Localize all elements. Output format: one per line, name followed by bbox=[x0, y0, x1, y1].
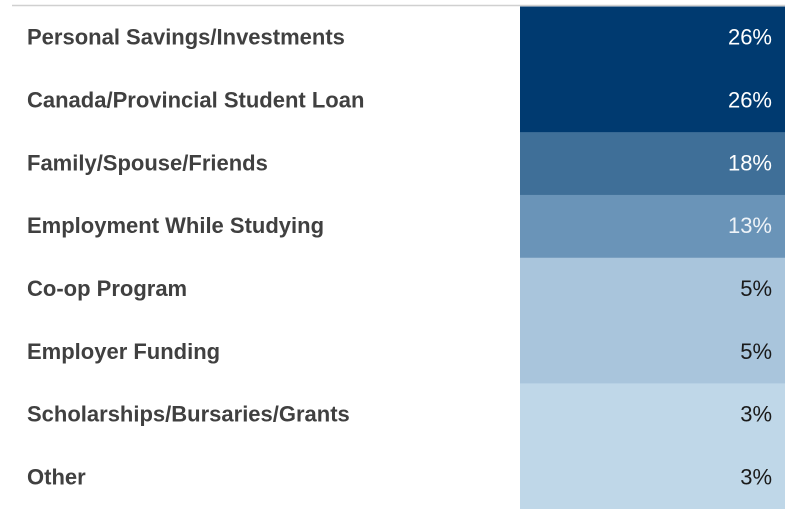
row-label: Family/Spouse/Friends bbox=[27, 150, 268, 175]
row-label: Employer Funding bbox=[27, 339, 220, 364]
value-cell bbox=[520, 6, 785, 70]
value-cell bbox=[520, 69, 785, 133]
value-label: 5% bbox=[740, 339, 772, 364]
row-label: Other bbox=[27, 464, 86, 489]
value-label: 5% bbox=[740, 276, 772, 301]
value-label: 26% bbox=[728, 88, 772, 113]
value-label: 3% bbox=[740, 464, 772, 489]
value-cell bbox=[520, 383, 785, 447]
value-cell bbox=[520, 194, 785, 259]
value-label: 3% bbox=[740, 402, 772, 427]
value-label: 26% bbox=[728, 25, 772, 50]
value-label: 13% bbox=[728, 213, 772, 238]
row-label: Canada/Provincial Student Loan bbox=[27, 88, 364, 113]
value-cell bbox=[520, 132, 785, 196]
row-label: Co-op Program bbox=[27, 276, 187, 301]
value-cell bbox=[520, 320, 785, 384]
value-cell bbox=[520, 257, 785, 322]
value-label: 18% bbox=[728, 150, 772, 175]
row-label: Scholarships/Bursaries/Grants bbox=[27, 402, 350, 427]
row-label: Employment While Studying bbox=[27, 213, 324, 238]
row-label: Personal Savings/Investments bbox=[27, 25, 345, 50]
value-cell bbox=[520, 446, 785, 509]
